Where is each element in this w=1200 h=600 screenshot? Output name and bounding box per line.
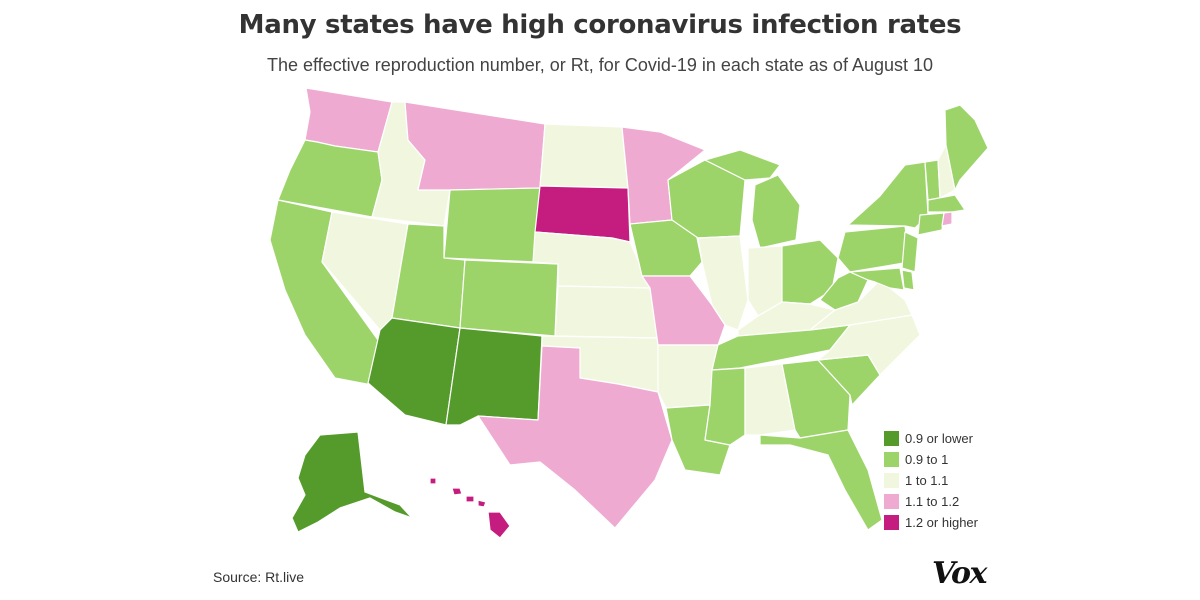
legend-label: 0.9 or lower (905, 431, 973, 446)
state-hi (429, 477, 511, 539)
legend-label: 0.9 to 1 (905, 452, 949, 467)
state-ar (657, 344, 719, 409)
state-wy (443, 187, 541, 263)
state-tx (477, 345, 673, 529)
source-note: Source: Rt.live (213, 569, 305, 585)
state-il (697, 235, 749, 331)
state-nm (445, 327, 543, 426)
legend-swatch (884, 473, 899, 488)
legend-item: 0.9 to 1 (884, 449, 978, 470)
legend-item: 1.1 to 1.2 (884, 491, 978, 512)
state-az (367, 317, 461, 426)
state-ks (554, 285, 659, 339)
chart-subtitle: The effective reproduction number, or Rt… (266, 55, 934, 75)
legend-label: 1.1 to 1.2 (905, 494, 960, 509)
legend-swatch (884, 452, 899, 467)
legend-item: 1 to 1.1 (884, 470, 978, 491)
legend-swatch (884, 515, 899, 530)
legend-swatch (884, 494, 899, 509)
legend: 0.9 or lower 0.9 to 1 1 to 1.1 1.1 to 1.2 1.… (884, 428, 978, 533)
legend-swatch (884, 431, 899, 446)
state-ak (291, 431, 413, 533)
state-mo (641, 275, 726, 346)
state-ct (917, 212, 945, 236)
state-al (744, 363, 796, 436)
state-nd (539, 123, 629, 189)
state-de (901, 269, 915, 291)
state-ri (941, 211, 953, 227)
state-mi (704, 149, 801, 249)
legend-item: 1.2 or higher (884, 512, 978, 533)
state-ma (927, 194, 966, 213)
legend-label: 1 to 1.1 (905, 473, 949, 488)
state-nj (901, 231, 919, 273)
state-pa (837, 225, 911, 273)
state-co (459, 259, 559, 337)
chart-title: Many states have high coronavirus infect… (238, 10, 962, 40)
state-me (944, 104, 989, 191)
state-ms (704, 367, 746, 446)
state-mt (404, 101, 546, 191)
state-fl (759, 429, 883, 531)
state-md (849, 267, 905, 291)
legend-label: 1.2 or higher (905, 515, 978, 530)
state-ny (847, 161, 929, 229)
legend-item: 0.9 or lower (884, 428, 978, 449)
vox-logo: Vox (932, 556, 987, 591)
